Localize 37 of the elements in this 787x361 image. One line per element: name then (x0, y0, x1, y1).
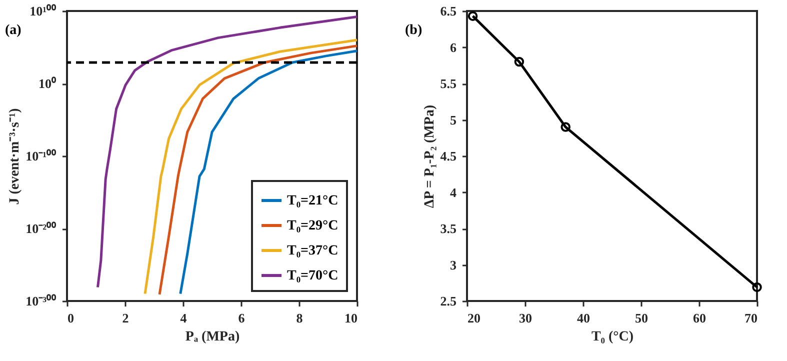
x-tick-label: 10 (344, 310, 358, 326)
x-tick-label: 6 (238, 310, 246, 326)
x-tick-label: 60 (693, 310, 706, 326)
y-tick-label: 4.5 (440, 148, 457, 164)
y-tick-label: 5.5 (440, 76, 457, 91)
y-tick-label: 5 (450, 112, 457, 128)
x-axis-title: T₀ (°C) (591, 330, 634, 344)
x-tick-label: 2 (122, 310, 129, 326)
x-tick-label: 20 (468, 310, 480, 326)
legend-label: T₀=21°C (287, 194, 338, 208)
y-tick-label: 10⁻²⁰⁰ (26, 221, 56, 236)
x-tick-label: 40 (577, 310, 590, 326)
y-tick-label: 10⁻³⁰⁰ (26, 294, 56, 308)
x-axis-title: Pₐ (MPa) (185, 330, 240, 344)
legend-label: T₀=70°C (287, 268, 338, 284)
x-tick-label: 30 (519, 310, 532, 326)
legend-label: T₀=29°C (287, 218, 338, 234)
y-tick-label: 6 (450, 40, 457, 55)
y-tick-label: 2.5 (440, 294, 457, 308)
y-tick-label: 10⁻¹⁰⁰ (26, 148, 56, 164)
y-tick-label: 10⁰ (38, 76, 56, 91)
legend-label: T₀=37°C (287, 244, 338, 258)
y-tick-label: 3.5 (440, 221, 457, 236)
text: (a) (5, 23, 22, 38)
text: (b) (405, 23, 422, 38)
x-tick-label: 70 (744, 310, 758, 326)
x-tick-label: 50 (635, 310, 648, 326)
x-tick-label: 4 (180, 310, 188, 326)
y-axis-title: J (event·m⁻³·s⁻¹) (8, 108, 23, 205)
y-axis-title: ΔP = P₁-P₂ (MPa) (422, 104, 438, 208)
y-tick-label: 3 (450, 257, 457, 272)
x-tick-label: 8 (296, 310, 304, 326)
line-series (96, 16, 358, 288)
y-tick-label: 6.5 (440, 4, 457, 18)
x-tick-label: 0 (68, 310, 74, 326)
y-tick-label: 10¹⁰⁰ (30, 4, 56, 18)
y-tick-label: 4 (450, 184, 457, 200)
